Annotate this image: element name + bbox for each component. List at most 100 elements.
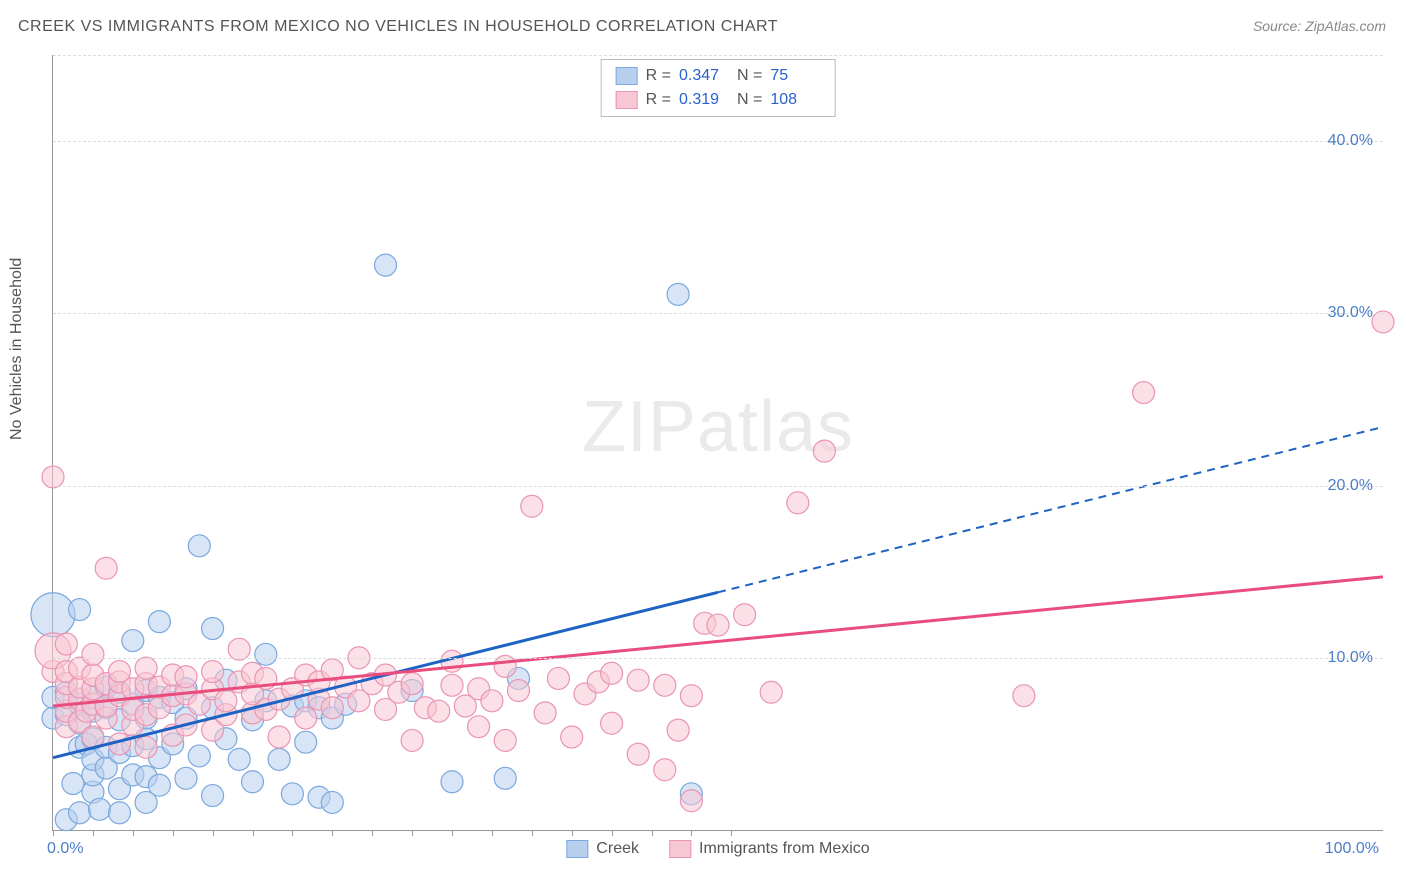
scatter-point bbox=[135, 657, 157, 679]
scatter-point bbox=[148, 611, 170, 633]
x-tick bbox=[572, 830, 573, 836]
scatter-point bbox=[401, 673, 423, 695]
y-tick-label: 10.0% bbox=[1328, 649, 1373, 667]
x-tick bbox=[253, 830, 254, 836]
n-value-mexico: 108 bbox=[770, 88, 820, 112]
scatter-point bbox=[295, 707, 317, 729]
swatch-pink bbox=[669, 840, 691, 858]
x-tick bbox=[731, 830, 732, 836]
scatter-point bbox=[188, 535, 210, 557]
scatter-point bbox=[135, 736, 157, 758]
scatter-point bbox=[707, 614, 729, 636]
scatter-point bbox=[521, 495, 543, 517]
scatter-point bbox=[534, 702, 556, 724]
scatter-point bbox=[654, 759, 676, 781]
n-value-creek: 75 bbox=[770, 64, 820, 88]
correlation-legend: R = 0.347 N = 75 R = 0.319 N = 108 bbox=[601, 59, 836, 117]
legend-label-mexico: Immigrants from Mexico bbox=[699, 840, 870, 858]
x-tick bbox=[452, 830, 453, 836]
x-tick bbox=[213, 830, 214, 836]
scatter-point bbox=[321, 697, 343, 719]
scatter-point bbox=[89, 798, 111, 820]
scatter-point bbox=[69, 599, 91, 621]
scatter-point bbox=[813, 440, 835, 462]
scatter-point bbox=[547, 667, 569, 689]
scatter-point bbox=[122, 630, 144, 652]
y-tick-label: 30.0% bbox=[1328, 304, 1373, 322]
scatter-point bbox=[255, 643, 277, 665]
scatter-point bbox=[321, 791, 343, 813]
scatter-point bbox=[242, 771, 264, 793]
swatch-blue bbox=[616, 67, 638, 85]
scatter-point bbox=[441, 771, 463, 793]
scatter-point bbox=[281, 783, 303, 805]
x-tick bbox=[691, 830, 692, 836]
scatter-point bbox=[441, 674, 463, 696]
x-tick bbox=[532, 830, 533, 836]
x-tick bbox=[412, 830, 413, 836]
scatter-point bbox=[202, 618, 224, 640]
scatter-point bbox=[1133, 382, 1155, 404]
scatter-point bbox=[95, 557, 117, 579]
scatter-point bbox=[62, 773, 84, 795]
scatter-point bbox=[268, 726, 290, 748]
gridline bbox=[53, 486, 1383, 487]
x-tick bbox=[173, 830, 174, 836]
scatter-point bbox=[760, 681, 782, 703]
gridline bbox=[53, 141, 1383, 142]
scatter-point bbox=[268, 748, 290, 770]
scatter-point bbox=[202, 785, 224, 807]
x-min-label: 0.0% bbox=[47, 840, 83, 858]
scatter-point bbox=[561, 726, 583, 748]
scatter-point bbox=[601, 662, 623, 684]
source-attribution: Source: ZipAtlas.com bbox=[1253, 18, 1386, 34]
r-value-creek: 0.347 bbox=[679, 64, 729, 88]
gridline bbox=[53, 313, 1383, 314]
r-label: R = bbox=[646, 88, 671, 112]
scatter-point bbox=[175, 666, 197, 688]
scatter-point bbox=[401, 729, 423, 751]
chart-svg bbox=[53, 55, 1383, 830]
scatter-point bbox=[667, 719, 689, 741]
scatter-point bbox=[82, 643, 104, 665]
y-axis-label: No Vehicles in Household bbox=[8, 258, 26, 440]
legend-item-mexico: Immigrants from Mexico bbox=[669, 840, 870, 858]
trend-line bbox=[53, 577, 1383, 706]
chart-title: CREEK VS IMMIGRANTS FROM MEXICO NO VEHIC… bbox=[18, 18, 778, 36]
scatter-point bbox=[494, 767, 516, 789]
scatter-point bbox=[468, 716, 490, 738]
series-legend: Creek Immigrants from Mexico bbox=[566, 840, 869, 858]
x-tick bbox=[292, 830, 293, 836]
n-label: N = bbox=[737, 88, 762, 112]
scatter-point bbox=[228, 748, 250, 770]
y-tick-label: 40.0% bbox=[1328, 132, 1373, 150]
scatter-point bbox=[1013, 685, 1035, 707]
y-tick-label: 20.0% bbox=[1328, 477, 1373, 495]
scatter-point bbox=[734, 604, 756, 626]
legend-label-creek: Creek bbox=[596, 840, 639, 858]
scatter-point bbox=[109, 802, 131, 824]
plot-area: ZIPatlas 10.0%20.0%30.0%40.0% R = 0.347 … bbox=[52, 55, 1383, 831]
scatter-point bbox=[55, 633, 77, 655]
scatter-point bbox=[428, 700, 450, 722]
scatter-point bbox=[69, 802, 91, 824]
scatter-point bbox=[375, 254, 397, 276]
legend-row-mexico: R = 0.319 N = 108 bbox=[616, 88, 821, 112]
x-tick bbox=[332, 830, 333, 836]
scatter-point bbox=[481, 690, 503, 712]
scatter-point bbox=[31, 593, 75, 637]
scatter-point bbox=[202, 661, 224, 683]
x-tick bbox=[492, 830, 493, 836]
scatter-point bbox=[148, 774, 170, 796]
scatter-point bbox=[667, 283, 689, 305]
x-tick bbox=[652, 830, 653, 836]
scatter-point bbox=[295, 731, 317, 753]
scatter-point bbox=[494, 729, 516, 751]
scatter-point bbox=[627, 669, 649, 691]
x-tick bbox=[93, 830, 94, 836]
n-label: N = bbox=[737, 64, 762, 88]
scatter-point bbox=[508, 680, 530, 702]
x-max-label: 100.0% bbox=[1325, 840, 1379, 858]
r-value-mexico: 0.319 bbox=[679, 88, 729, 112]
gridline bbox=[53, 658, 1383, 659]
